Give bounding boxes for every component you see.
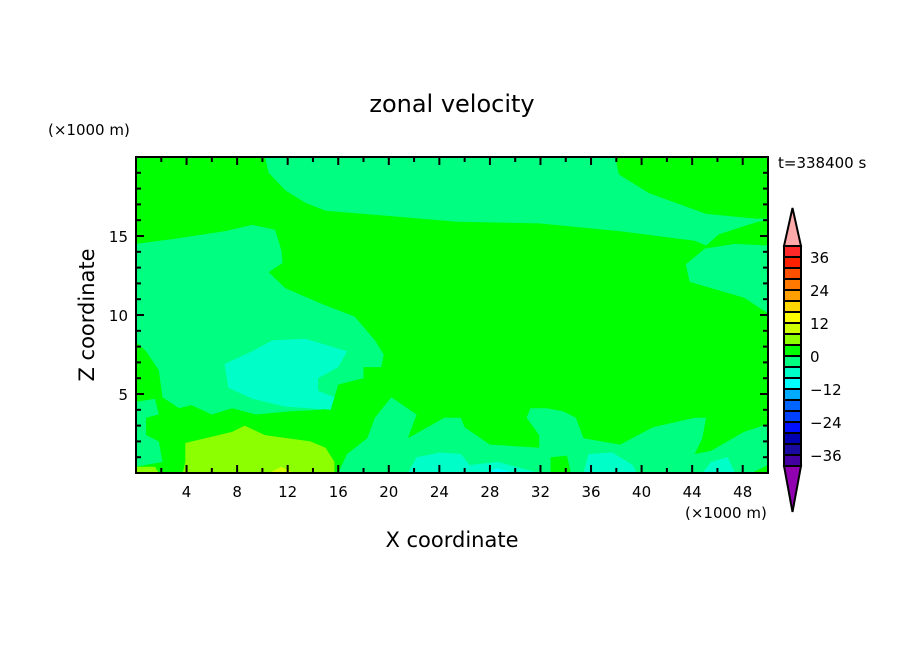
x-tick-label: 8 xyxy=(232,483,242,501)
colorbar-box xyxy=(783,333,802,346)
colorbar-box xyxy=(783,421,802,434)
x-tick-label: 24 xyxy=(430,483,449,501)
colorbar-box xyxy=(783,399,802,412)
colorbar-box xyxy=(783,377,802,390)
colorbar-tick-label: 12 xyxy=(810,315,829,333)
x-tick-label: 40 xyxy=(632,483,651,501)
contour-region xyxy=(136,466,159,473)
x-tick-label: 32 xyxy=(531,483,550,501)
x-axis-label: X coordinate xyxy=(385,528,518,552)
colorbar-tick-label: −12 xyxy=(810,381,842,399)
x-tick-label: 36 xyxy=(581,483,600,501)
x-tick-label: 48 xyxy=(733,483,752,501)
colorbar-box xyxy=(783,311,802,324)
colorbar-box xyxy=(783,443,802,456)
x-tick-label: 44 xyxy=(683,483,702,501)
colorbar-box xyxy=(783,410,802,423)
colorbar-box xyxy=(783,454,802,467)
y-unit-label: (×1000 m) xyxy=(48,121,130,139)
x-tick-label: 28 xyxy=(480,483,499,501)
x-tick-label: 16 xyxy=(329,483,348,501)
plot-area xyxy=(136,157,768,473)
x-tick-label: 12 xyxy=(278,483,297,501)
colorbar-tick-label: 0 xyxy=(810,348,820,366)
colorbar-box xyxy=(783,278,802,291)
colorbar-box xyxy=(783,267,802,280)
contour-region xyxy=(583,452,637,473)
y-tick-label: 10 xyxy=(109,307,128,325)
colorbar: 36 24 12 0 −12 −24 −36 xyxy=(782,207,842,513)
contour-region xyxy=(224,338,348,410)
colorbar-box xyxy=(783,256,802,269)
colorbar-box xyxy=(783,300,802,313)
colorbar-box xyxy=(783,432,802,445)
colorbar-box xyxy=(783,355,802,368)
contour-region xyxy=(264,157,768,246)
y-tick-label: 15 xyxy=(109,228,128,246)
contour-region xyxy=(136,398,163,467)
colorbar-tick-label: −36 xyxy=(810,447,842,465)
colorbar-box xyxy=(783,289,802,302)
colorbar-tick-label: 36 xyxy=(810,249,829,267)
x-tick-label: 4 xyxy=(182,483,192,501)
colorbar-under-triangle xyxy=(782,465,803,513)
colorbar-tick-label: −24 xyxy=(810,414,842,432)
contour-region xyxy=(182,425,335,473)
time-label: t=338400 s xyxy=(778,154,866,172)
colorbar-box xyxy=(783,344,802,357)
contour-region xyxy=(486,468,514,473)
chart-title: zonal velocity xyxy=(369,90,534,118)
colorbar-over-triangle xyxy=(782,207,803,247)
colorbar-tick-label: 24 xyxy=(810,282,829,300)
colorbar-box xyxy=(783,245,802,258)
colorbar-box xyxy=(783,322,802,335)
contour-region xyxy=(407,452,540,473)
x-tick-label: 20 xyxy=(379,483,398,501)
y-tick-label: 5 xyxy=(118,386,128,404)
contour-region xyxy=(685,243,768,314)
colorbar-box xyxy=(783,366,802,379)
contour-region xyxy=(702,457,736,473)
colorbar-box xyxy=(783,388,802,401)
x-unit-label: (×1000 m) xyxy=(685,504,767,522)
y-axis-label: Z coordinate xyxy=(75,248,99,381)
